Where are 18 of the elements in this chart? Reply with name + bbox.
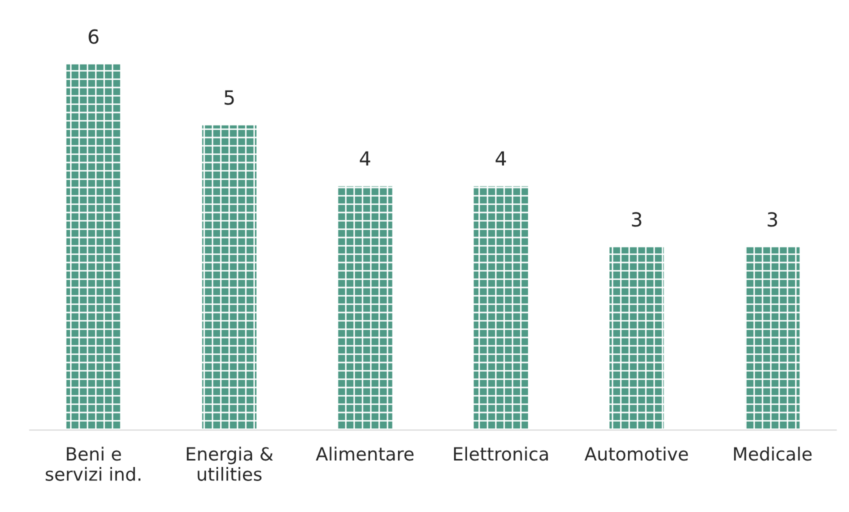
x-tick-label: Elettronica — [454, 446, 548, 461]
x-tick-label: Medicale — [734, 446, 812, 461]
data-label: 4 — [496, 151, 506, 166]
data-label: 5 — [224, 90, 234, 105]
x-tick-label: Automotive — [584, 446, 688, 461]
data-label: 3 — [632, 212, 642, 227]
x-tick-label: Alimentare — [316, 446, 414, 461]
data-label: 4 — [360, 151, 370, 166]
bar — [474, 186, 528, 430]
x-tick-label: Energia & utilities — [186, 446, 273, 481]
bar — [745, 247, 800, 430]
bar — [338, 186, 392, 430]
x-tick-label: Beni e servizi ind. — [46, 446, 140, 481]
bar — [202, 125, 256, 430]
data-label: 3 — [768, 212, 778, 227]
data-label: 6 — [88, 29, 98, 44]
bar — [66, 64, 121, 430]
bar — [610, 247, 664, 430]
